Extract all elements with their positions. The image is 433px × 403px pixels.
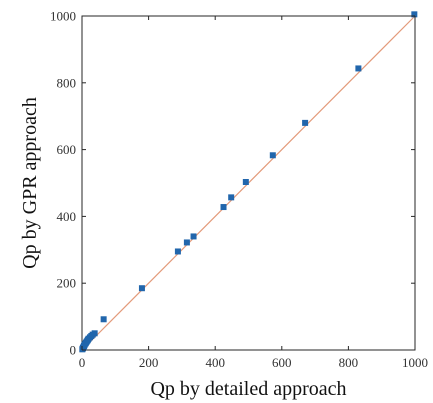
data-point — [220, 204, 227, 211]
x-tick-label: 0 — [79, 355, 86, 370]
y-tick-label: 200 — [57, 276, 77, 291]
y-tick-label: 600 — [57, 142, 77, 157]
y-tick-label: 0 — [70, 343, 77, 358]
x-axis-ticks: 0 200 400 600 800 1000 — [79, 16, 428, 370]
plot-area — [79, 11, 418, 353]
data-point — [269, 152, 276, 159]
x-tick-label: 800 — [339, 355, 359, 370]
x-tick-label: 200 — [139, 355, 159, 370]
data-point — [174, 248, 181, 255]
data-point — [302, 119, 309, 126]
data-point — [100, 316, 107, 323]
y-tick-label: 800 — [57, 75, 77, 90]
data-point — [228, 194, 235, 201]
x-tick-label: 1000 — [402, 355, 428, 370]
x-tick-label: 400 — [205, 355, 225, 370]
data-point — [411, 11, 418, 18]
y-tick-label: 1000 — [50, 9, 76, 24]
y-axis-label: Qp by GPR approach — [19, 97, 41, 269]
x-tick-label: 600 — [272, 355, 292, 370]
y-tick-label: 400 — [57, 209, 77, 224]
data-point — [138, 285, 145, 292]
data-point — [355, 65, 362, 72]
data-point — [91, 330, 98, 337]
data-point — [190, 233, 197, 240]
x-axis-label: Qp by detailed approach — [150, 378, 346, 400]
y-axis-ticks: 0 200 400 600 800 1000 — [50, 9, 415, 358]
data-point — [242, 178, 249, 185]
data-point — [183, 239, 190, 246]
